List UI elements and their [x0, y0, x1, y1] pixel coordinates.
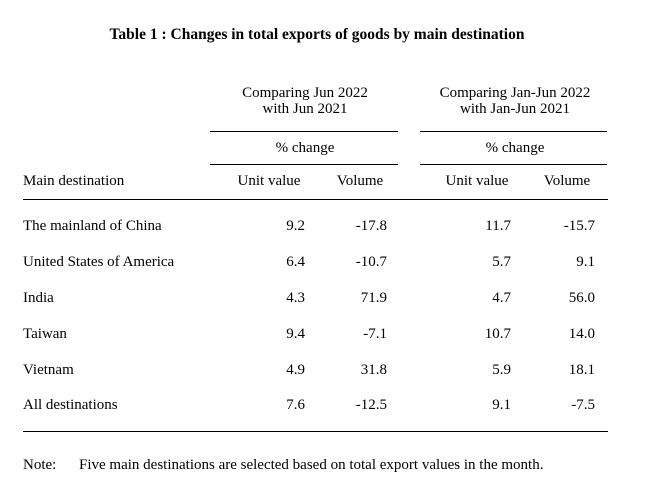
row-destination: The mainland of China: [23, 218, 162, 234]
group-header-ytd-line1: Comparing Jan-Jun 2022: [439, 85, 591, 101]
row-jun-volume: 71.9: [360, 290, 387, 306]
group-rule-jun: [210, 131, 398, 132]
col-header-ytd-volume: Volume: [543, 173, 591, 189]
row-ytd-unit-value: 10.7: [484, 326, 511, 342]
table-bottom-rule: [23, 431, 608, 432]
group-header-ytd-line2: with Jan-Jun 2021: [460, 101, 570, 117]
subheader-pct-change-jun: % change: [275, 140, 335, 156]
group-header-jun-line1: Comparing Jun 2022: [242, 85, 368, 101]
row-ytd-volume: -7.5: [571, 397, 595, 413]
row-jun-volume: -12.5: [355, 397, 387, 413]
row-jun-unit-value: 7.6: [286, 397, 305, 413]
row-jun-volume: -17.8: [355, 218, 387, 234]
row-jun-unit-value: 4.3: [286, 290, 305, 306]
col-header-ytd-unit-value: Unit value: [445, 173, 509, 189]
row-ytd-unit-value: 9.1: [492, 397, 511, 413]
note-text: Five main destinations are selected base…: [79, 457, 544, 473]
row-destination: Taiwan: [23, 326, 67, 342]
header-rule: [23, 199, 608, 200]
row-jun-unit-value: 6.4: [286, 254, 305, 270]
table-title: Table 1 : Changes in total exports of go…: [109, 26, 525, 43]
row-ytd-volume: 18.1: [568, 362, 595, 378]
row-jun-unit-value: 9.4: [286, 326, 305, 342]
row-destination: United States of America: [23, 254, 175, 270]
row-jun-volume: 31.8: [360, 362, 387, 378]
row-destination: All destinations: [23, 397, 118, 413]
subheader-pct-change-ytd: % change: [485, 140, 545, 156]
col-header-jun-volume: Volume: [336, 173, 384, 189]
subheader-rule-ytd: [420, 164, 607, 165]
group-header-jun-line2: with Jun 2021: [262, 101, 348, 117]
row-jun-volume: -7.1: [363, 326, 387, 342]
col-header-destination: Main destination: [23, 173, 125, 189]
subheader-rule-jun: [210, 164, 398, 165]
group-rule-ytd: [420, 131, 607, 132]
row-ytd-volume: 9.1: [576, 254, 595, 270]
row-ytd-volume: 56.0: [568, 290, 595, 306]
row-destination: India: [23, 290, 54, 306]
row-ytd-volume: 14.0: [568, 326, 595, 342]
row-ytd-unit-value: 4.7: [492, 290, 511, 306]
row-jun-unit-value: 9.2: [286, 218, 305, 234]
row-destination: Vietnam: [23, 362, 74, 378]
row-jun-unit-value: 4.9: [286, 362, 305, 378]
row-jun-volume: -10.7: [355, 254, 387, 270]
row-ytd-unit-value: 5.7: [492, 254, 511, 270]
note-label: Note:: [23, 457, 57, 473]
row-ytd-unit-value: 5.9: [492, 362, 511, 378]
row-ytd-volume: -15.7: [563, 218, 595, 234]
col-header-jun-unit-value: Unit value: [237, 173, 301, 189]
row-ytd-unit-value: 11.7: [485, 218, 511, 234]
